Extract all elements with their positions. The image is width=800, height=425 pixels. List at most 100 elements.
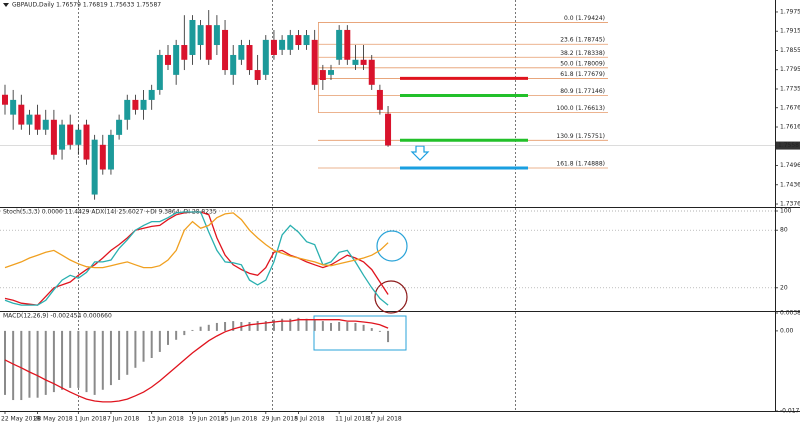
period-separators [78,0,516,411]
x-tick-label: 25 Jun 2018 [221,416,257,423]
candle-body [18,104,25,125]
macd-bar [387,330,390,343]
candle-body [99,144,106,170]
macd-bar [191,329,194,331]
candle-body [2,94,8,105]
y-tick-label: 1.76765 [780,104,800,111]
candle-body [173,45,180,75]
macd-bar [232,321,235,331]
macd-bar [175,330,178,340]
candle-body [328,70,334,75]
fib-label: 100.0 (1.76613) [556,105,605,112]
signal-line [4,319,389,403]
candle-body [181,45,188,60]
macd-bar [44,330,47,395]
y-tick-label: -0.017145 [780,408,800,415]
candle-body [230,54,237,75]
x-tick-label: 11 Jul 2018 [335,416,369,423]
macd-bar [183,330,186,336]
macd-bar [378,330,381,332]
fib-label: 50.0 (1.78009) [560,60,605,67]
x-tick-label: 5 Jul 2018 [294,416,324,423]
macd-bar [150,330,153,358]
macd-bar [248,322,251,331]
candle-body [262,39,269,75]
highlight-circle [374,280,408,314]
fib-label: 61.8 (1.77679) [560,71,605,78]
candle-body [75,129,82,145]
candle-body [222,29,229,71]
candle-body [254,70,261,80]
y-tick-label: 1.73765 [780,201,800,208]
macd-bar [281,318,284,331]
candle-body [205,25,212,60]
macd-bar [28,330,31,398]
indicator-title: Stoch(5,3,3) 0.0000 11.4429 ADX(14) 25.6… [3,209,217,216]
y-tick-label: 1.77350 [780,85,800,92]
candle-body [83,124,90,160]
y-tick-label: 0.00 [780,327,794,334]
highlight-box [313,315,407,351]
candle-body [140,99,147,110]
macd-bar [305,318,308,331]
macd-bar [61,330,64,390]
y-tick-label: 1.78550 [780,47,800,54]
x-tick-label: 29 Jun 2018 [262,416,298,423]
fib-label: 80.9 (1.77146) [560,88,605,95]
candle-body [189,19,196,55]
x-tick-label: 7 Jun 2018 [107,416,139,423]
y-tick-label: 100 [780,208,792,215]
y-tick-label: 20 [780,284,788,291]
candle-body [34,114,41,130]
macd-bar [36,330,39,398]
macd-bar [101,330,104,390]
macd-bar [20,330,23,401]
macd-bar [346,322,349,331]
candle-body [156,54,163,90]
macd-bar [321,321,324,331]
macd-bar [134,330,137,368]
candle-body [67,124,74,145]
macd-bar [215,322,218,331]
macd-bar [69,330,72,388]
candle-body [319,70,326,80]
candle-body [344,29,351,60]
macd-bar [207,324,210,331]
candle-body [197,25,204,46]
candle-body [10,99,17,115]
x-tick-label: 28 May 2018 [34,416,73,423]
symbol-menu-icon [3,3,9,7]
y-tick-label: 80 [780,227,788,234]
candle-body [107,134,114,170]
macd-bar [118,330,121,380]
y-tick-label: 0.00383 [780,310,800,317]
macd-bar [85,330,88,393]
macd-bar [167,330,169,345]
y-tick-label: 1.77950 [780,66,800,73]
candle-body [368,59,375,85]
fib-label: 23.6 (1.78745) [560,37,605,44]
macd-bar [264,321,267,331]
macd-bar [354,322,357,331]
macd-bar [224,322,227,331]
candle-body [50,119,57,155]
candle-body [42,119,49,130]
candle-body [303,35,310,46]
macd-bar [370,328,373,331]
highlight-circle [376,230,408,262]
candle-body [246,45,253,71]
candle-body [148,89,155,100]
candle-body [91,139,98,195]
candle-body [165,54,171,65]
macd-bar [126,330,129,375]
macd-bar [158,330,161,352]
last-price-label: 1.75587 [778,142,800,149]
fib-label: 161.8 (1.74888) [556,160,605,167]
x-tick-label: 13 Jun 2018 [148,416,184,423]
candle-body [26,114,33,125]
fib-label: 0.0 (1.79424) [564,15,605,22]
macd-bar [297,317,300,331]
y-tick-label: 1.79750 [780,8,800,15]
